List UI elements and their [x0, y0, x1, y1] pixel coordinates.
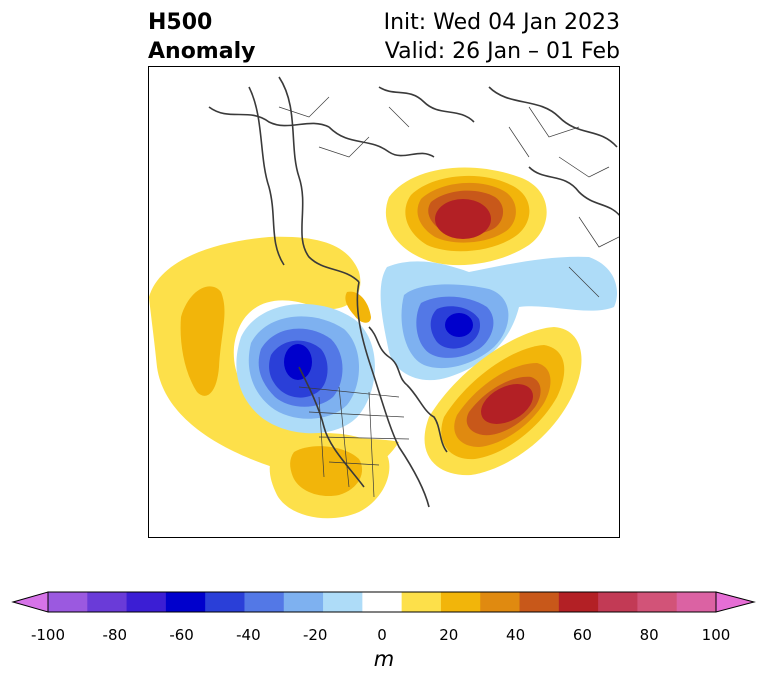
colorbar-tick-label: -60: [169, 626, 194, 644]
title-field: Anomaly: [148, 39, 256, 64]
colorbar-unit: m: [373, 647, 395, 671]
colorbar-segment: [323, 592, 363, 612]
colorbar-extend-high: [715, 591, 756, 613]
colorbar-segment: [480, 592, 521, 612]
anomaly-map: [149, 76, 619, 519]
ridge-west-pacific: [149, 236, 399, 478]
political-borders: [278, 96, 619, 498]
colorbar-tick-label: -40: [236, 626, 261, 644]
colorbar-tick-label: -20: [302, 626, 328, 644]
colorbar-tick-label: 60: [572, 626, 592, 644]
ridge-north-atlantic: [424, 327, 582, 476]
colorbar-tick-label: -100: [30, 626, 66, 644]
colorbar-segment: [401, 592, 442, 612]
colorbar-segment: [244, 592, 285, 612]
title-variable: H500: [148, 10, 213, 35]
colorbar-segment: [165, 592, 206, 612]
colorbar-segment: [283, 592, 324, 612]
colorbar-tick-label: 40: [506, 626, 526, 644]
valid-period: Valid: 26 Jan – 01 Feb: [384, 39, 620, 64]
colorbar-segment: [126, 592, 167, 612]
colorbar-segment: [205, 592, 245, 612]
title-right: Init: Wed 04 Jan 2023 Valid: 26 Jan – 01…: [384, 8, 620, 66]
colorbar-tick-label: 0: [377, 626, 387, 644]
colorbar-segment: [519, 592, 560, 612]
colorbar-segment: [87, 592, 128, 612]
colorbar-segment: [676, 592, 717, 612]
colorbar-tick-label: 20: [439, 626, 459, 644]
ridge-southern-us: [269, 433, 390, 519]
title-left: H500 Anomaly: [148, 8, 255, 66]
colorbar-segment: [598, 592, 638, 612]
colorbar-segment: [637, 592, 678, 612]
colorbar-tick-label: 80: [639, 626, 659, 644]
colorbar-extend-low: [11, 591, 49, 613]
colorbar-segment: [362, 592, 403, 612]
colorbar-segment: [558, 592, 599, 612]
trough-greenland-baffin: [380, 256, 618, 381]
colorbar-segment: [48, 592, 88, 612]
ridge-russia-arctic: [385, 167, 547, 266]
map-panel: [148, 66, 620, 538]
colorbar: [11, 591, 756, 613]
init-date: Init: Wed 04 Jan 2023: [383, 10, 620, 35]
colorbar-tick-label: -80: [102, 626, 128, 644]
colorbar-tick-label: 100: [701, 626, 731, 644]
coastlines: [208, 76, 619, 508]
colorbar-outline: [47, 591, 717, 613]
colorbar-segment: [440, 592, 481, 612]
